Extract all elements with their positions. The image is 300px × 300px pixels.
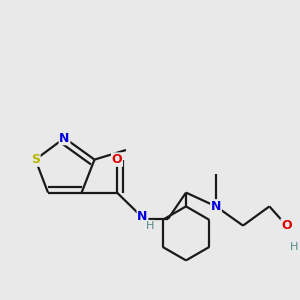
Text: N: N	[211, 200, 221, 213]
Text: N: N	[137, 210, 148, 223]
Text: H: H	[290, 242, 298, 253]
Text: S: S	[31, 153, 40, 166]
Text: O: O	[281, 219, 292, 232]
Text: H: H	[146, 220, 154, 231]
Text: O: O	[112, 153, 122, 166]
Text: N: N	[59, 131, 70, 145]
